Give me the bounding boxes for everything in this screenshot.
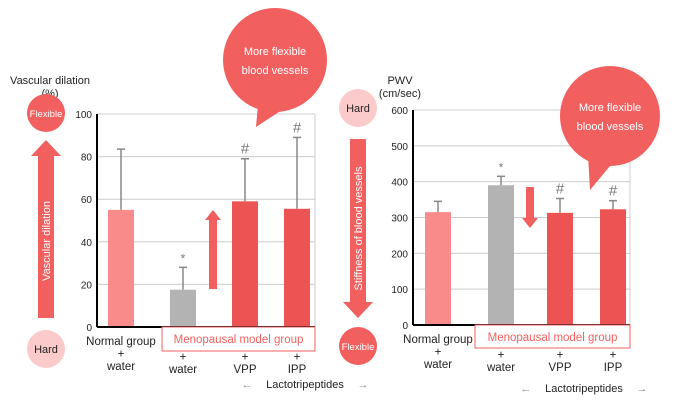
left-arrow-icon: ← <box>242 379 253 391</box>
sub-label: Lactotripeptides <box>266 379 344 391</box>
right-arrow-icon: → <box>358 379 369 391</box>
y-tick-label: 600 <box>391 106 408 117</box>
category-label: + <box>435 347 442 359</box>
y-axis-title: PWV <box>387 75 413 87</box>
bottom-label: Hard <box>34 344 58 356</box>
bar <box>600 209 626 325</box>
category-label: Normal group <box>403 334 473 346</box>
up-arrow-icon <box>31 140 61 318</box>
category-label: + <box>498 350 505 362</box>
y-tick-label: 500 <box>391 142 408 153</box>
y-tick-label: 400 <box>391 178 408 189</box>
chart-2: 0 100 200 300 400 500 600 PWV(cm/sec) Normal gro… <box>339 66 660 395</box>
y-tick-label: 80 <box>81 153 93 164</box>
y-tick-label: 100 <box>391 285 408 296</box>
category-label: VPP <box>233 364 256 376</box>
down-arrow-icon <box>522 187 538 228</box>
category-label: water <box>486 362 515 374</box>
callout-bubble <box>223 8 327 112</box>
group-label: Menopausal model group <box>174 334 304 346</box>
left-arrow-icon: ← <box>521 383 532 395</box>
group-box <box>161 326 316 352</box>
bottom-circle <box>339 327 377 365</box>
axis-arrow-label: Vascular dilation <box>41 201 53 281</box>
group-box <box>474 324 631 349</box>
y-tick-label: 40 <box>81 238 93 249</box>
down-arrow-icon <box>343 139 373 318</box>
category-label: VPP <box>548 362 571 374</box>
category-label: water <box>423 359 452 371</box>
category-label: + <box>294 352 301 364</box>
y-tick-label: 200 <box>391 249 408 260</box>
y-axis-title: Vascular dilation <box>10 75 90 87</box>
sub-label: Lactotripeptides <box>545 383 623 395</box>
significance-marker: * <box>181 251 186 265</box>
top-circle <box>339 89 377 127</box>
y-tick-label: 0 <box>86 323 92 334</box>
category-label: IPP <box>288 364 307 376</box>
callout-text: blood vessels <box>242 65 309 77</box>
significance-marker: * <box>499 160 504 174</box>
bar <box>284 208 310 327</box>
up-arrow-icon <box>205 210 221 289</box>
y-tick-label: 100 <box>75 110 92 121</box>
category-label: + <box>557 350 564 362</box>
bottom-circle <box>27 330 65 368</box>
callout-text: More flexible <box>579 102 641 114</box>
significance-marker: # <box>556 181 565 198</box>
bottom-label: Flexible <box>342 342 375 353</box>
bar <box>488 185 514 325</box>
group-label: Menopausal model group <box>488 332 618 344</box>
category-label: water <box>168 364 197 376</box>
category-label: + <box>242 352 249 364</box>
callout-text: More flexible <box>244 46 306 58</box>
category-label: water <box>106 361 135 373</box>
y-axis-unit: (cm/sec) <box>379 88 421 100</box>
bar <box>170 289 196 327</box>
top-circle <box>27 94 65 132</box>
top-label: Hard <box>346 103 370 115</box>
bar <box>425 212 451 325</box>
y-tick-label: 300 <box>391 214 408 225</box>
category-label: IPP <box>604 362 623 374</box>
y-tick-label: 20 <box>81 280 93 291</box>
callout-text: blood vessels <box>577 121 644 133</box>
top-label: Flexible <box>30 109 63 120</box>
y-tick-label: 0 <box>402 321 408 332</box>
significance-marker: # <box>609 183 618 200</box>
right-arrow-icon: → <box>637 383 648 395</box>
significance-marker: # <box>293 119 302 136</box>
y-tick-label: 60 <box>81 195 93 206</box>
axis-arrow-label: Stiffness of blood vessels <box>353 166 365 290</box>
category-label: + <box>118 349 125 361</box>
significance-marker: # <box>241 141 250 158</box>
category-label: + <box>180 352 187 364</box>
bar <box>547 212 573 325</box>
bar <box>108 209 134 327</box>
category-label: Normal group <box>86 336 156 348</box>
callout-bubble <box>560 66 660 166</box>
category-label: + <box>610 350 617 362</box>
bar <box>232 201 258 327</box>
